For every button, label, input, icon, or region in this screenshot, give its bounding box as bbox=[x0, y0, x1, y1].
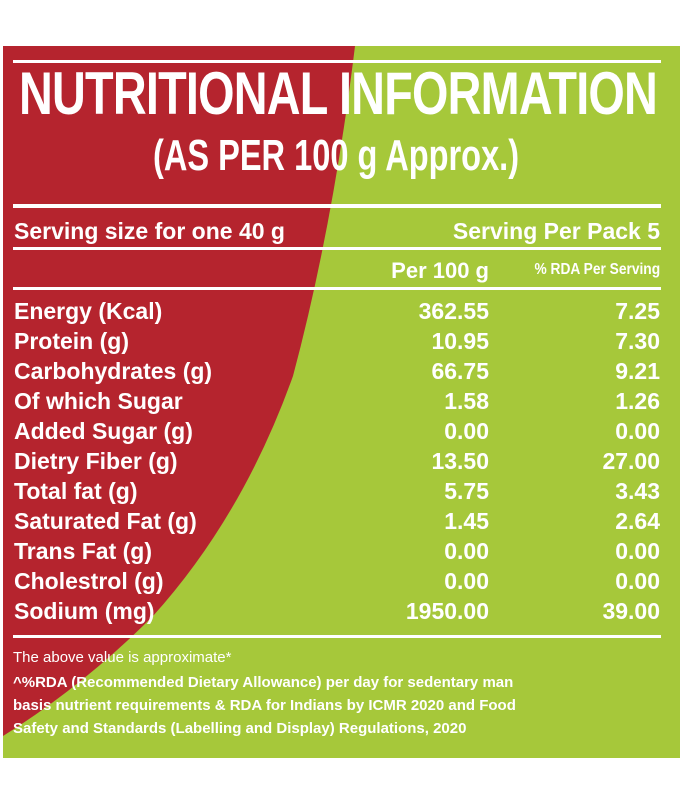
servings-per-pack: Serving Per Pack 5 bbox=[452, 218, 660, 244]
per-100g-value: 5.75 bbox=[444, 478, 489, 504]
rda-value: 39.00 bbox=[602, 598, 660, 624]
table-row: Added Sugar (g) 0.00 0.00 bbox=[3, 416, 680, 446]
two-tone-background bbox=[3, 46, 680, 758]
nutrient-label: Cholestrol (g) bbox=[14, 568, 164, 594]
table-row: Dietry Fiber (g) 13.50 27.00 bbox=[3, 446, 680, 476]
column-header-rda: % RDA Per Serving bbox=[534, 261, 660, 278]
nutrition-label-panel: NUTRITIONAL INFORMATION (AS PER 100 g Ap… bbox=[3, 46, 680, 758]
footnote-line-1: ^%RDA (Recommended Dietary Allowance) pe… bbox=[13, 674, 514, 691]
table-row: Total fat (g) 5.75 3.43 bbox=[3, 476, 680, 506]
rda-value: 0.00 bbox=[615, 568, 660, 594]
column-header-rule bbox=[13, 287, 661, 290]
nutrient-label: Dietry Fiber (g) bbox=[14, 448, 178, 474]
nutrient-label: Added Sugar (g) bbox=[14, 418, 193, 444]
per-100g-value: 1.58 bbox=[444, 388, 489, 414]
rda-value: 9.21 bbox=[615, 358, 660, 384]
table-row: Carbohydrates (g) 66.75 9.21 bbox=[3, 356, 680, 386]
per-100g-value: 362.55 bbox=[418, 298, 489, 324]
approximate-note: The above value is approximate* bbox=[13, 649, 232, 666]
page-title: NUTRITIONAL INFORMATION bbox=[19, 60, 658, 127]
table-row: Cholestrol (g) 0.00 0.00 bbox=[3, 566, 680, 596]
nutrient-label: Protein (g) bbox=[14, 328, 129, 354]
rda-value: 3.43 bbox=[615, 478, 660, 504]
nutrient-label: Sodium (mg) bbox=[14, 598, 155, 624]
rda-value: 7.30 bbox=[615, 328, 660, 354]
per-100g-value: 66.75 bbox=[431, 358, 489, 384]
rda-value: 7.25 bbox=[615, 298, 660, 324]
column-header-per-100g: Per 100 g bbox=[391, 258, 489, 283]
rda-value: 27.00 bbox=[602, 448, 660, 474]
per-100g-value: 10.95 bbox=[431, 328, 489, 354]
header-rule bbox=[13, 247, 661, 250]
rda-value: 2.64 bbox=[615, 508, 660, 534]
footnote-line-3: Safety and Standards (Labelling and Disp… bbox=[13, 720, 467, 737]
per-100g-value: 0.00 bbox=[444, 538, 489, 564]
per-100g-value: 0.00 bbox=[444, 568, 489, 594]
table-row: Sodium (mg) 1950.00 39.00 bbox=[3, 596, 680, 626]
nutrient-label: Of which Sugar bbox=[14, 388, 183, 414]
nutrient-label: Total fat (g) bbox=[14, 478, 138, 504]
per-100g-value: 13.50 bbox=[431, 448, 489, 474]
red-diagonal-background bbox=[3, 46, 355, 736]
table-row: Saturated Fat (g) 1.45 2.64 bbox=[3, 506, 680, 536]
rda-value: 0.00 bbox=[615, 418, 660, 444]
nutrient-label: Carbohydrates (g) bbox=[14, 358, 213, 384]
table-row: Of which Sugar 1.58 1.26 bbox=[3, 386, 680, 416]
rda-value: 1.26 bbox=[615, 388, 660, 414]
top-rule bbox=[13, 60, 661, 63]
per-100g-value: 1.45 bbox=[444, 508, 489, 534]
page-subtitle: (AS PER 100 g Approx.) bbox=[153, 131, 520, 180]
per-100g-value: 1950.00 bbox=[405, 598, 489, 624]
title-rule bbox=[13, 204, 661, 208]
footnote-line-2: basis nutrient requirements & RDA for In… bbox=[13, 697, 516, 714]
nutrient-label: Saturated Fat (g) bbox=[14, 508, 197, 534]
table-row: Energy (Kcal) 362.55 7.25 bbox=[3, 296, 680, 326]
table-row: Trans Fat (g) 0.00 0.00 bbox=[3, 536, 680, 566]
table-bottom-rule bbox=[13, 635, 661, 638]
rda-value: 0.00 bbox=[615, 538, 660, 564]
nutrient-label: Energy (Kcal) bbox=[14, 298, 163, 324]
table-row: Protein (g) 10.95 7.30 bbox=[3, 326, 680, 356]
nutrient-label: Trans Fat (g) bbox=[14, 538, 153, 564]
per-100g-value: 0.00 bbox=[444, 418, 489, 444]
serving-size: Serving size for one 40 g bbox=[14, 218, 285, 244]
